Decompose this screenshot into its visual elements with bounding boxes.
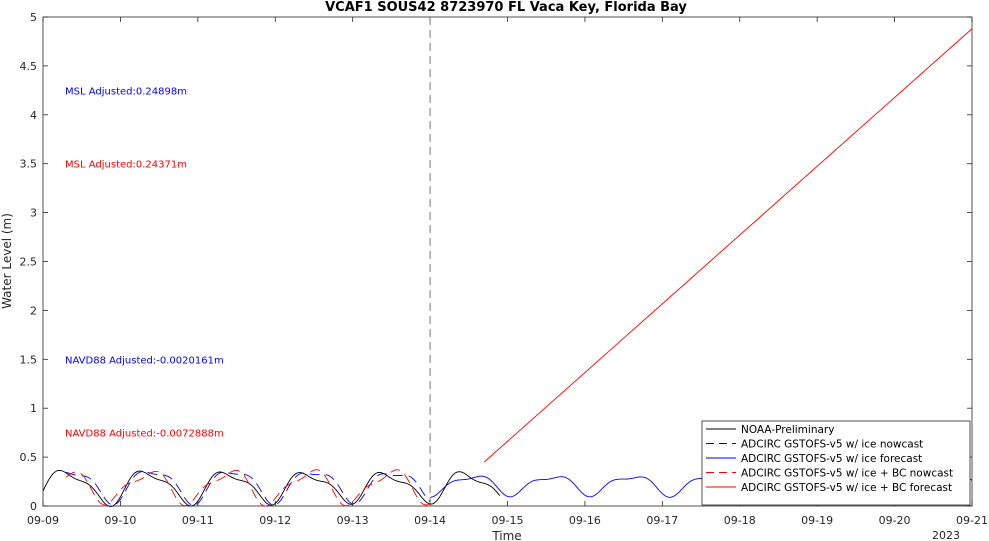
x-tick-label: 09-16: [569, 514, 601, 527]
y-tick-label: 2.5: [20, 256, 38, 269]
series-line-adcirc-gstofs-v5-w-ice-bc-nowcast: [65, 469, 431, 507]
datum-annotation: NAVD88 Adjusted:-0.0072888m: [65, 429, 224, 440]
x-tick-label: 09-11: [182, 514, 214, 527]
legend-entry-label: ADCIRC GSTOFS-v5 w/ ice + BC nowcast: [741, 468, 953, 480]
x-tick-label: 09-19: [801, 514, 833, 527]
series-line-adcirc-gstofs-v5-w-ice-bc-forecast: [483, 28, 973, 463]
legend-entry-label: ADCIRC GSTOFS-v5 w/ ice forecast: [741, 453, 922, 465]
legend-entry-label: NOAA-Preliminary: [741, 424, 834, 436]
x-tick-label: 09-14: [414, 514, 446, 527]
series-line-noaa-preliminary: [42, 469, 501, 507]
x-tick-label: 09-15: [492, 514, 524, 527]
chart-title: VCAF1 SOUS42 8723970 FL Vaca Key, Florid…: [325, 0, 687, 15]
x-tick-label: 09-17: [646, 514, 678, 527]
y-tick-label: 1.5: [20, 353, 38, 366]
datum-annotation: MSL Adjusted:0.24371m: [65, 160, 187, 171]
datum-annotation: MSL Adjusted:0.24898m: [65, 86, 187, 97]
y-tick-label: 5: [30, 11, 37, 24]
series-line-adcirc-gstofs-v5-w-ice-nowcast: [66, 471, 431, 506]
y-tick-label: 0.5: [20, 451, 38, 464]
x-tick-label: 09-20: [879, 514, 911, 527]
x-tick-label: 09-18: [724, 514, 756, 527]
datum-annotation: NAVD88 Adjusted:-0.0020161m: [65, 355, 224, 366]
y-tick-label: 3.5: [20, 158, 38, 171]
x-tick-label: 09-09: [27, 514, 59, 527]
x-axis-label: Time: [491, 529, 521, 541]
legend-box: [701, 420, 971, 506]
x-tick-label: 09-10: [104, 514, 136, 527]
legend-entry-label: ADCIRC GSTOFS-v5 w/ ice + BC forecast: [741, 482, 952, 494]
y-tick-label: 3: [30, 207, 37, 220]
y-axis-label: Water Level (m): [0, 213, 14, 309]
x-tick-label: 09-12: [259, 514, 291, 527]
y-tick-label: 2: [30, 304, 37, 317]
x-tick-label: 09-21: [956, 514, 988, 527]
y-tick-label: 4: [30, 109, 37, 122]
y-tick-label: 0: [30, 500, 37, 513]
legend-entry-label: ADCIRC GSTOFS-v5 w/ ice nowcast: [741, 439, 923, 451]
x-axis-year-label: 2023: [932, 529, 960, 541]
y-tick-label: 1: [30, 402, 37, 415]
y-tick-label: 4.5: [20, 60, 38, 73]
x-tick-label: 09-13: [337, 514, 369, 527]
